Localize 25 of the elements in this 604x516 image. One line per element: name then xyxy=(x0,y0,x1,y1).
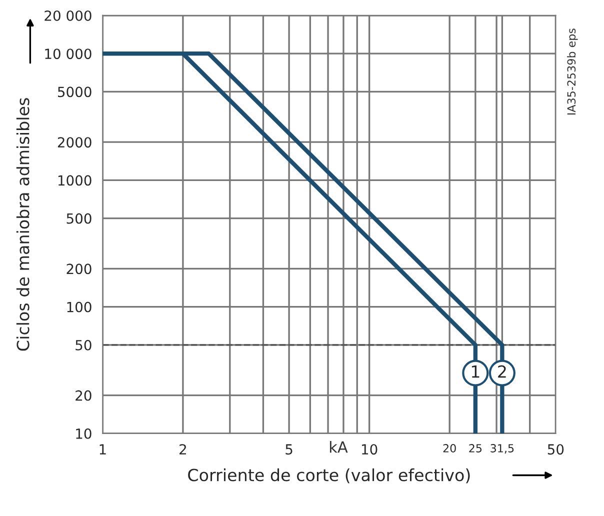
y-tick-label: 2000 xyxy=(58,137,92,148)
x-tick-label: 2 xyxy=(180,444,186,454)
y-tick-label: 20 xyxy=(76,390,92,401)
x-axis-title: Corriente de corte (valor efectivo) xyxy=(188,468,470,484)
text: IA35-2539b eps xyxy=(567,28,578,114)
y-tick-label: 1000 xyxy=(58,175,92,186)
y-tick-label: 200 xyxy=(66,264,92,274)
x-tick-label: 20 xyxy=(443,444,456,452)
y-tick-label: 500 xyxy=(66,213,92,224)
y-tick-label: 5000 xyxy=(58,86,92,98)
y-tick-label: 10 000 xyxy=(45,48,92,60)
x-tick-label: 10 xyxy=(362,444,378,455)
y-tick-label: 50 xyxy=(76,340,92,350)
x-tick-label: 31,5 xyxy=(490,444,514,454)
x-tick-label: 1 xyxy=(100,444,106,454)
y-tick-label: 10 xyxy=(76,428,92,439)
y-tick-label: 20 000 xyxy=(44,10,92,21)
x-tick-label: 5 xyxy=(286,444,292,455)
x-tick-label: 25 xyxy=(469,444,482,452)
x-tick-label: 50 xyxy=(548,444,564,455)
text: kA xyxy=(330,440,348,453)
y-tick-label: 100 xyxy=(67,302,92,312)
annotation: 1 xyxy=(472,365,480,378)
y-axis-title: Ciclos de maniobra admisibles xyxy=(16,98,30,351)
annotation: 2 xyxy=(498,365,506,378)
